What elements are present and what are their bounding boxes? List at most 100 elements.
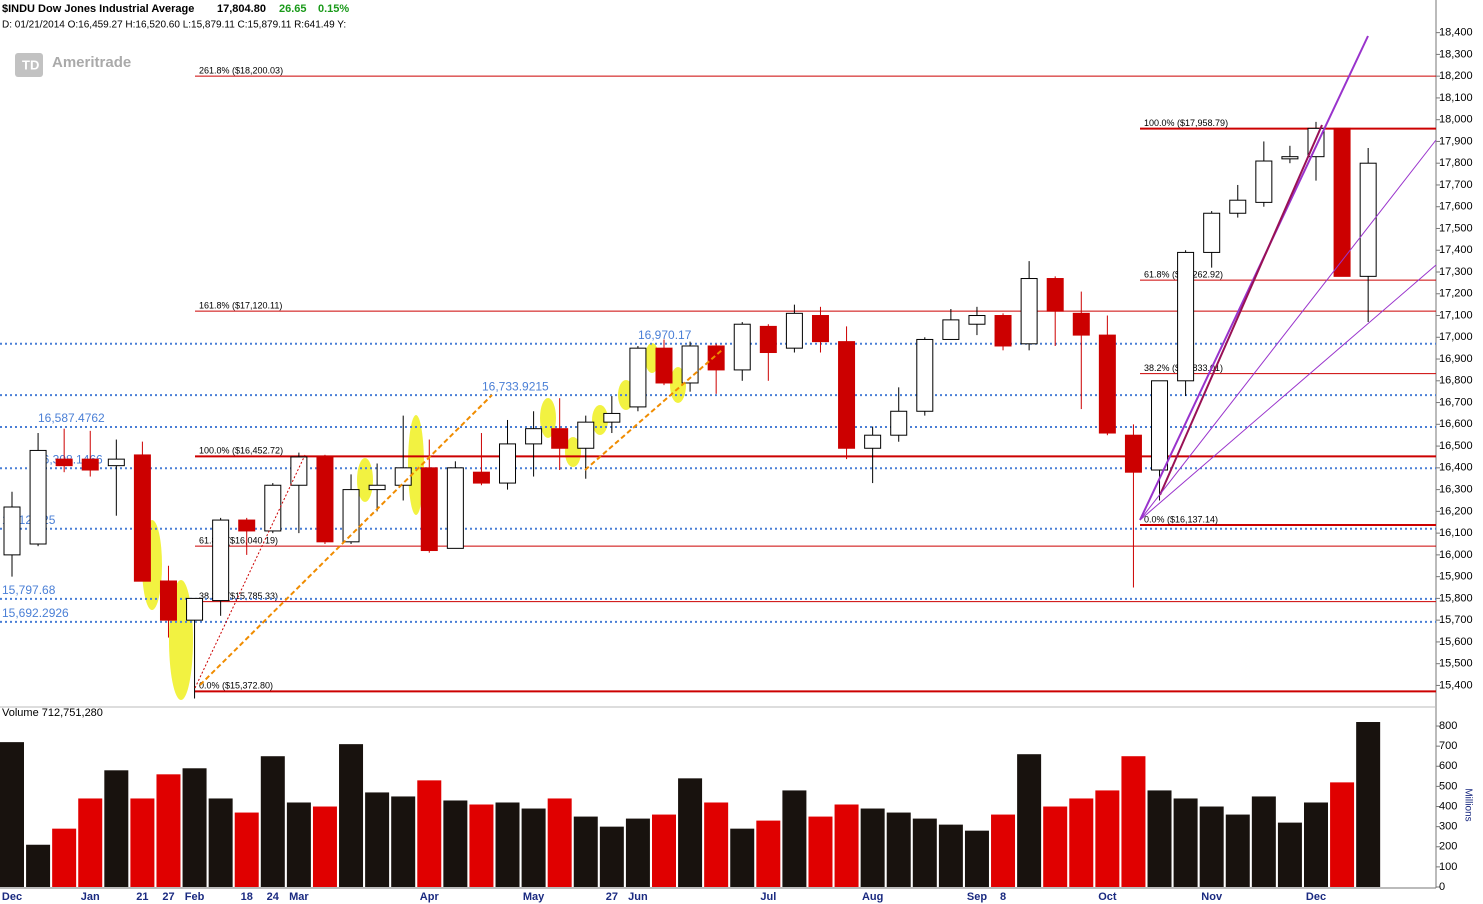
candle-body [785,312,803,349]
volume-bar [1304,802,1328,887]
trend-line [584,349,723,471]
fib-label: 161.8% ($17,120.11) [199,301,282,311]
x-tick-label: Apr [420,891,440,903]
volume-bar [964,830,989,887]
volume-bar [208,798,233,887]
candle-body [394,467,412,486]
volume-bar [156,774,181,887]
candle-body [472,471,490,484]
y-tick-label: 15,900 [1439,571,1473,583]
volume-bar [182,768,207,887]
volume-bar [547,798,572,887]
fib-label: 100.0% ($16,452.72) [199,446,283,456]
y-tick-label: 16,500 [1439,440,1473,452]
volume-bar [912,818,937,887]
volume-bar [0,742,24,887]
last-price: 17,804.80 [217,3,266,15]
y-tick-label: 17,400 [1439,244,1473,256]
volume-bar [521,808,546,887]
x-tick-label: Mar [289,891,309,903]
x-tick-label: Dec [2,891,22,903]
y-tick-label: 15,700 [1439,614,1473,626]
detail: D: 01/21/2014 O:16,459.27 H:16,520.60 L:… [2,20,346,31]
candle-body [107,458,125,467]
y-tick-label: 18,100 [1439,92,1473,104]
candle-body [629,347,647,408]
fib-label: 0.0% ($15,372.80) [199,681,273,691]
candle-body [238,519,256,532]
volume-bar [469,804,494,887]
change-pct: 0.15% [318,3,349,15]
volume-bar [860,808,885,887]
y-tick-label: 17,200 [1439,288,1473,300]
volume-bar [1330,782,1355,887]
highlight [408,415,424,515]
y-tick-label: 16,800 [1439,375,1473,387]
candle-body [1098,334,1116,434]
candle-body [186,597,204,621]
x-tick-label: Dec [1306,891,1326,903]
y-tick-label: 17,000 [1439,331,1473,343]
volume-axis-label: Millions [1462,788,1473,821]
volume-bar [938,824,963,887]
volume-bar [1225,814,1250,887]
candle-body [290,456,308,486]
volume-bar [1017,754,1042,887]
candle-body [159,580,177,621]
volume-bar [730,828,755,887]
x-tick-label: 18 [241,891,253,903]
candle-body [81,458,99,471]
y-tick-label: 18,000 [1439,114,1473,126]
y-tick-label: 16,700 [1439,396,1473,408]
level-label: 16,733.9215 [482,379,549,393]
volume-bar [834,804,859,887]
y-tick-label: 500 [1439,780,1457,792]
y-tick-label: 15,400 [1439,679,1473,691]
logo-mark-text: TD [22,57,39,72]
volume-bar [339,744,364,887]
candle-body [3,506,21,556]
volume-bar [312,806,337,887]
y-tick-label: 18,400 [1439,27,1473,39]
volume-bar [1121,756,1146,887]
y-tick-label: 15,600 [1439,636,1473,648]
candle-body [707,345,725,371]
highlight [565,437,581,467]
fib-label: 261.8% ($18,200.03) [199,66,283,76]
y-tick-label: 17,800 [1439,157,1473,169]
y-tick-label: 17,700 [1439,179,1473,191]
candle-body [499,443,517,484]
trend-line [199,394,493,686]
candle-body [759,325,777,354]
volume-bar [286,802,311,887]
trend-line [1139,139,1437,521]
x-tick-label: Feb [185,891,205,903]
y-tick-label: 16,200 [1439,505,1473,517]
candle-body [55,458,73,467]
candle-body [264,484,282,532]
volume-bar [886,812,911,887]
symbol: $INDU Dow Jones Industrial Average [2,3,194,15]
candle-body [551,428,569,449]
volume-bar [26,844,51,887]
y-tick-label: 100 [1439,861,1457,873]
level-label: 16,970.17 [638,328,692,342]
y-tick-label: 17,500 [1439,222,1473,234]
candle-body [1072,312,1090,336]
y-tick-label: 15,800 [1439,592,1473,604]
candle-body [133,454,151,582]
candle-body [890,410,908,436]
candle-body [968,315,986,325]
y-tick-label: 16,600 [1439,418,1473,430]
x-tick-label: 27 [162,891,174,903]
trend-line [1159,124,1323,496]
candle-body [994,315,1012,347]
volume-bar [1069,798,1094,887]
x-tick-label: Jul [760,891,776,903]
y-tick-label: 16,000 [1439,549,1473,561]
trend-line [194,454,306,689]
volume-bar [104,770,129,887]
y-tick-label: 17,900 [1439,135,1473,147]
volume-bar [1277,822,1302,887]
y-tick-label: 15,500 [1439,658,1473,670]
